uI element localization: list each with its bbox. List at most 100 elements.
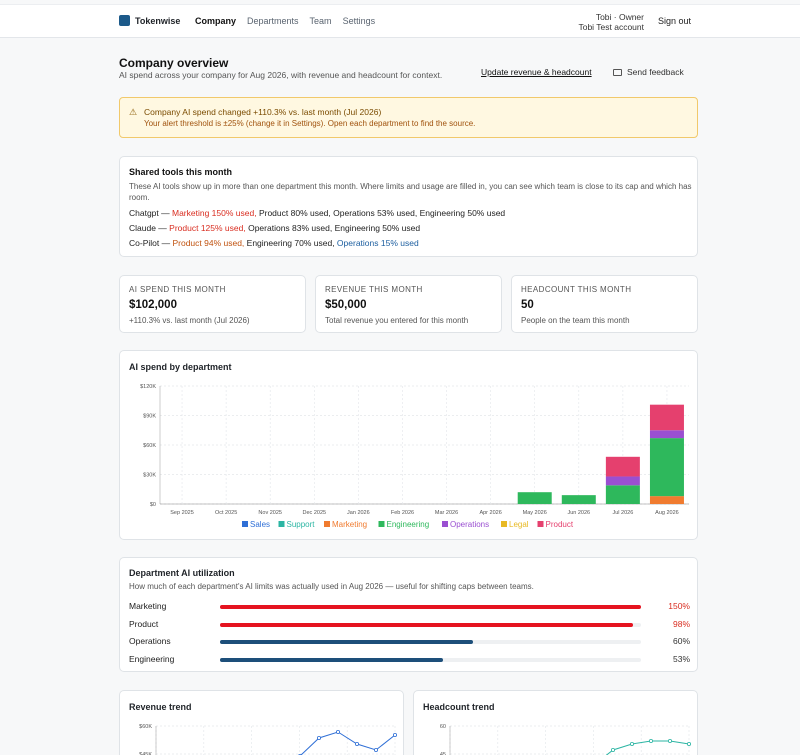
tool-usage: Engineering 50% used xyxy=(419,208,506,218)
utilization-row-product: Product 98% xyxy=(129,619,690,631)
nav-company[interactable]: Company xyxy=(195,16,237,26)
utilization-row-operations: Operations 60% xyxy=(129,636,690,648)
bar-engineering xyxy=(605,485,640,504)
spend-by-department-card: AI spend by department $0 $30K $60K $90K $12… xyxy=(119,350,698,540)
sign-out-button[interactable]: Sign out xyxy=(657,16,691,26)
utilization-track xyxy=(220,605,641,609)
y-tick-label: $120K xyxy=(140,384,156,390)
tool-name: Claude — xyxy=(129,223,170,233)
trend-point xyxy=(392,733,397,738)
trend-line xyxy=(605,740,690,755)
x-tick-label: May 2026 xyxy=(523,510,547,516)
stat-sub: Total revenue you entered for this month xyxy=(325,316,469,325)
legend-label: Sales xyxy=(250,520,270,529)
department-name: Operations xyxy=(129,636,171,646)
y-tick-label: $30K xyxy=(143,473,156,479)
nav-departments[interactable]: Departments xyxy=(247,16,299,26)
account-info: Tobi · Owner Tobi Test account xyxy=(578,12,644,32)
legend-swatch xyxy=(378,521,385,527)
department-name: Product xyxy=(129,618,159,629)
utilization-percent: 98% xyxy=(672,618,690,629)
bar-engineering xyxy=(561,495,596,504)
nav-settings[interactable]: Settings xyxy=(342,16,376,26)
y-tick-label: $0 xyxy=(150,502,156,508)
stat-label: AI spend this month xyxy=(129,285,226,294)
x-tick-label: Apr 2026 xyxy=(479,510,501,516)
trend-line xyxy=(300,731,396,755)
stat-label: Revenue this month xyxy=(325,285,423,294)
spend-bar-chart: $0 $30K $60K $90K $120K Sep 2025 Oct 2025 Nov 2… xyxy=(140,384,689,529)
nav-team[interactable]: Team xyxy=(309,16,332,26)
tool-usage: Engineering 70% used, xyxy=(246,238,337,248)
trend-point xyxy=(667,739,672,744)
y-tick-label: 45 xyxy=(440,752,446,755)
legend-label: Marketing xyxy=(332,520,367,529)
x-tick-label: Oct 2025 xyxy=(215,510,237,516)
stat-value: $102,000 xyxy=(129,299,177,311)
bar-marketing xyxy=(649,496,684,504)
legend-label: Support xyxy=(287,520,316,529)
legend-swatch xyxy=(278,521,285,527)
trend-point xyxy=(335,730,340,735)
legend-swatch xyxy=(442,521,448,527)
app-name: Tokenwise xyxy=(135,15,181,26)
department-name: Marketing xyxy=(129,601,167,611)
x-tick-label: Nov 2025 xyxy=(258,510,282,516)
utilization-percent: 53% xyxy=(672,653,690,664)
tool-usage: Marketing 150% used, xyxy=(172,208,259,218)
legend-label: Operations xyxy=(450,520,489,529)
tool-usage: Operations 15% used xyxy=(336,238,419,248)
warning-icon: ⚠ xyxy=(129,107,138,117)
shared-tools-card: Shared tools this month These AI tools s… xyxy=(119,156,698,257)
utilization-percent: 60% xyxy=(672,636,690,646)
page-title: Company overview xyxy=(119,56,229,70)
tool-usage: Product 80% used, xyxy=(258,208,334,218)
brand[interactable]: Tokenwise xyxy=(119,15,180,26)
update-revenue-headcount-link[interactable]: Update revenue & headcount xyxy=(481,67,592,77)
trend-point xyxy=(648,739,653,744)
legend-swatch xyxy=(242,521,248,527)
spend-alert-banner: ⚠ Company AI spend changed +110.3% vs. l… xyxy=(119,97,698,138)
shared-tools-description: These AI tools show up in more than one … xyxy=(129,182,692,202)
stat-value: 50 xyxy=(521,299,534,311)
stat-revenue: Revenue this month $50,000 Total revenue… xyxy=(315,275,502,333)
y-tick-label: $90K xyxy=(143,414,156,420)
x-tick-label: Aug 2026 xyxy=(655,510,679,516)
alert-detail: Your alert threshold is ±25% (change it … xyxy=(144,119,476,128)
stat-sub: People on the team this month xyxy=(521,316,630,325)
bar-engineering xyxy=(517,492,552,504)
legend-label: Product xyxy=(546,520,574,529)
y-tick-label: $60K xyxy=(143,443,156,449)
legend-swatch xyxy=(537,521,544,527)
utilization-row-engineering: Engineering 53% xyxy=(129,654,690,666)
x-tick-label: Mar 2026 xyxy=(435,510,458,516)
utilization-card: Department AI utilization How much of ea… xyxy=(119,557,698,672)
stat-headcount: Headcount this month 50 People on the te… xyxy=(511,275,698,333)
main-nav: Company Departments Team Settings xyxy=(195,16,375,26)
shared-tools-title: Shared tools this month xyxy=(129,167,233,177)
shared-tool-row: Co-Pilot — Product 94% used, Engineering… xyxy=(129,238,419,248)
stat-label: Headcount this month xyxy=(521,285,632,294)
tool-usage: Operations 83% used, xyxy=(248,223,335,233)
stat-sub: +110.3% vs. last month (Jul 2026) xyxy=(129,316,250,325)
bar-operations xyxy=(649,430,684,439)
bar-operations xyxy=(605,476,640,486)
headcount-line-chart: 60 45 xyxy=(440,724,691,755)
bar-product xyxy=(649,404,684,431)
x-tick-label: Jan 2026 xyxy=(347,510,370,516)
revenue-line-chart: $60K $45K xyxy=(139,724,397,755)
utilization-track xyxy=(220,622,641,627)
tool-usage: Operations 53% used, xyxy=(333,208,420,218)
send-feedback-button[interactable]: Send feedback xyxy=(613,67,684,77)
utilization-track xyxy=(220,640,641,644)
bar-engineering xyxy=(649,438,684,497)
tool-name: Chatgpt — xyxy=(129,208,172,218)
send-feedback-label: Send feedback xyxy=(627,67,684,77)
headcount-trend-card: Headcount trend 60 45 xyxy=(413,690,698,755)
alert-headline: Company AI spend changed +110.3% vs. las… xyxy=(144,107,382,117)
tool-usage: Engineering 50% used xyxy=(334,223,421,233)
trend-point xyxy=(354,742,359,747)
utilization-row-marketing: Marketing 150% xyxy=(129,601,690,613)
utilization-title: Department AI utilization xyxy=(129,568,235,578)
x-tick-label: Feb 2026 xyxy=(391,510,414,516)
